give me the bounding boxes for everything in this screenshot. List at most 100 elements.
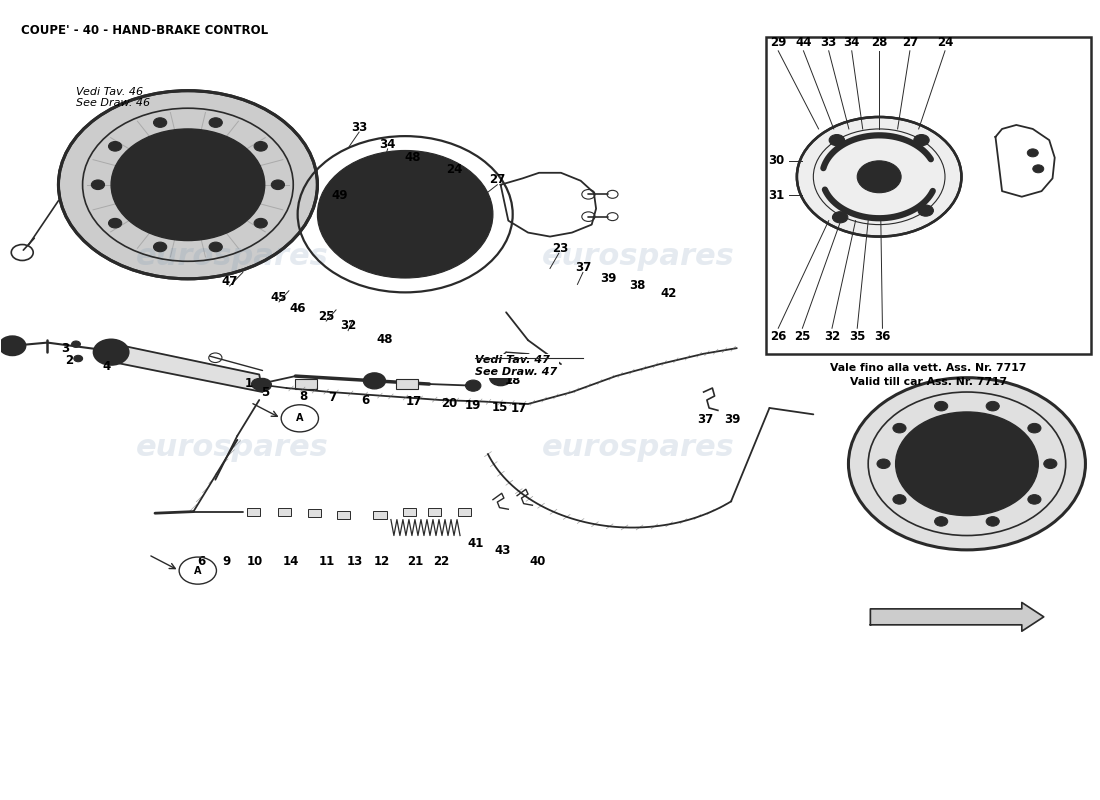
Text: 16: 16 — [490, 366, 506, 379]
Text: eurospares: eurospares — [541, 242, 734, 271]
Circle shape — [877, 459, 890, 469]
Text: Valid till car Ass. Nr. 7717: Valid till car Ass. Nr. 7717 — [850, 378, 1008, 387]
Text: 45: 45 — [271, 290, 287, 304]
Text: 46: 46 — [289, 302, 306, 315]
Circle shape — [154, 118, 167, 127]
Circle shape — [1044, 459, 1057, 469]
Text: 34: 34 — [844, 36, 860, 50]
Polygon shape — [870, 602, 1044, 631]
Circle shape — [363, 373, 385, 389]
Text: 30: 30 — [768, 154, 784, 167]
Circle shape — [368, 377, 379, 385]
Text: 38: 38 — [629, 278, 646, 292]
Circle shape — [938, 443, 996, 485]
Text: 2: 2 — [65, 354, 74, 367]
Text: 6: 6 — [362, 394, 370, 406]
Text: 4: 4 — [102, 360, 111, 373]
Circle shape — [94, 339, 129, 365]
Text: 25: 25 — [318, 310, 334, 322]
Bar — [296, 379, 318, 389]
Text: eurospares: eurospares — [541, 434, 734, 462]
Text: 13: 13 — [346, 554, 363, 567]
Text: COUPE' - 40 - HAND-BRAKE CONTROL: COUPE' - 40 - HAND-BRAKE CONTROL — [21, 24, 268, 37]
Text: 17: 17 — [406, 395, 422, 408]
Circle shape — [829, 134, 845, 146]
Circle shape — [157, 162, 219, 207]
Circle shape — [914, 134, 929, 146]
Bar — [767, 38, 1091, 354]
Circle shape — [254, 378, 272, 391]
Circle shape — [1027, 149, 1038, 157]
Circle shape — [918, 205, 934, 216]
Circle shape — [252, 378, 267, 390]
Circle shape — [893, 423, 906, 433]
Text: 32: 32 — [340, 319, 356, 332]
Circle shape — [74, 355, 82, 362]
Circle shape — [953, 454, 981, 474]
Text: 7: 7 — [329, 391, 337, 404]
Text: 24: 24 — [937, 36, 954, 50]
Circle shape — [935, 402, 948, 411]
Circle shape — [109, 142, 122, 151]
Circle shape — [109, 218, 122, 228]
Text: 39: 39 — [724, 413, 740, 426]
Circle shape — [7, 342, 18, 350]
Bar — [248, 508, 261, 515]
Circle shape — [318, 150, 493, 278]
Text: eurospares: eurospares — [135, 242, 328, 271]
Text: 12: 12 — [374, 554, 390, 567]
Text: A: A — [296, 414, 304, 423]
Text: eurospares: eurospares — [135, 434, 328, 462]
Text: 37: 37 — [575, 261, 591, 274]
Text: 5: 5 — [261, 386, 268, 399]
Circle shape — [986, 402, 999, 411]
Text: 47: 47 — [221, 274, 238, 288]
Text: 23: 23 — [552, 242, 568, 255]
Text: 49: 49 — [331, 190, 348, 202]
Text: 48: 48 — [405, 151, 421, 164]
Text: 25: 25 — [794, 330, 811, 342]
Text: 9: 9 — [222, 554, 230, 567]
Circle shape — [1027, 423, 1041, 433]
Bar — [396, 379, 418, 389]
Bar — [428, 508, 441, 515]
Text: 31: 31 — [768, 189, 784, 202]
Circle shape — [209, 242, 222, 252]
Text: 27: 27 — [490, 174, 506, 186]
Circle shape — [465, 380, 481, 391]
Bar — [278, 508, 292, 515]
Text: 32: 32 — [824, 330, 840, 342]
Circle shape — [91, 180, 104, 190]
Circle shape — [72, 341, 80, 347]
Text: 33: 33 — [351, 121, 367, 134]
Text: Vedi Tav. 47
See Draw. 47: Vedi Tav. 47 See Draw. 47 — [475, 355, 558, 377]
Circle shape — [490, 370, 512, 386]
Bar — [337, 511, 350, 518]
Text: 22: 22 — [433, 554, 450, 567]
Text: 37: 37 — [697, 413, 714, 426]
Text: 6: 6 — [197, 554, 206, 567]
Text: 29: 29 — [770, 36, 786, 50]
Circle shape — [254, 218, 267, 228]
Text: 42: 42 — [660, 286, 676, 300]
Text: 3: 3 — [60, 342, 69, 354]
Text: A: A — [194, 566, 201, 576]
Text: 43: 43 — [495, 544, 512, 557]
Text: 14: 14 — [283, 554, 299, 567]
Circle shape — [111, 129, 265, 241]
Text: 39: 39 — [600, 272, 616, 286]
Circle shape — [58, 90, 318, 279]
Text: 24: 24 — [447, 163, 463, 176]
Text: 19: 19 — [465, 399, 482, 412]
Bar — [458, 508, 471, 515]
Text: 44: 44 — [795, 36, 812, 50]
Text: Vedi Tav. 46
See Draw. 46: Vedi Tav. 46 See Draw. 46 — [76, 86, 150, 108]
Text: 34: 34 — [379, 138, 396, 150]
Bar — [373, 511, 386, 518]
Text: 40: 40 — [530, 555, 546, 568]
Circle shape — [895, 412, 1038, 515]
Text: 41: 41 — [468, 537, 484, 550]
Circle shape — [848, 378, 1086, 550]
Circle shape — [272, 180, 285, 190]
Text: 18: 18 — [505, 374, 521, 386]
